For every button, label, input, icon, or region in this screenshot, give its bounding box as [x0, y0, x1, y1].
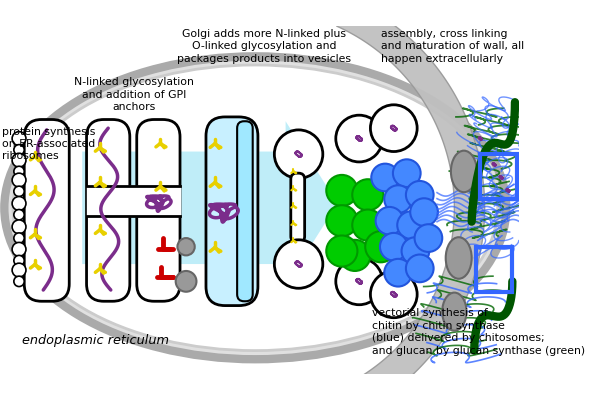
Circle shape	[12, 263, 26, 277]
Circle shape	[12, 154, 26, 168]
Circle shape	[14, 145, 24, 156]
Circle shape	[14, 210, 24, 221]
Circle shape	[410, 199, 438, 227]
Ellipse shape	[4, 57, 506, 359]
Circle shape	[12, 132, 26, 146]
Circle shape	[352, 180, 383, 211]
Circle shape	[370, 105, 417, 152]
Circle shape	[384, 259, 412, 287]
FancyBboxPatch shape	[237, 122, 253, 302]
Polygon shape	[82, 122, 338, 286]
Circle shape	[415, 225, 442, 252]
Circle shape	[376, 207, 403, 235]
Circle shape	[380, 233, 407, 261]
Circle shape	[14, 167, 24, 177]
Circle shape	[397, 212, 425, 239]
Circle shape	[14, 276, 24, 287]
Circle shape	[274, 131, 323, 179]
Circle shape	[12, 174, 26, 188]
Circle shape	[274, 240, 323, 289]
Circle shape	[406, 182, 434, 209]
Circle shape	[326, 206, 358, 237]
Circle shape	[326, 236, 358, 267]
Bar	[481, 155, 517, 200]
Circle shape	[352, 210, 383, 241]
Circle shape	[371, 164, 399, 192]
Text: vectorial synthesis of
chitin by chitin synthase
(blue) delivered by chitosomes;: vectorial synthesis of chitin by chitin …	[372, 308, 585, 354]
Circle shape	[393, 160, 421, 188]
FancyBboxPatch shape	[206, 117, 258, 306]
Text: protein synthesis
on ER-associated
ribosomes: protein synthesis on ER-associated ribos…	[2, 126, 95, 161]
Bar	[86, 187, 180, 217]
Circle shape	[406, 255, 434, 283]
Circle shape	[326, 176, 358, 207]
Circle shape	[365, 232, 397, 263]
Circle shape	[12, 243, 26, 257]
Circle shape	[339, 240, 370, 271]
Circle shape	[370, 271, 417, 318]
Circle shape	[384, 186, 412, 213]
FancyBboxPatch shape	[291, 174, 305, 243]
Polygon shape	[337, 0, 485, 401]
Circle shape	[176, 271, 196, 292]
Circle shape	[12, 197, 26, 211]
Circle shape	[178, 239, 195, 256]
Ellipse shape	[451, 151, 477, 193]
Ellipse shape	[13, 66, 497, 351]
Circle shape	[336, 116, 383, 162]
Circle shape	[336, 258, 383, 305]
FancyBboxPatch shape	[86, 120, 130, 302]
Ellipse shape	[442, 293, 466, 331]
Ellipse shape	[446, 238, 472, 279]
Circle shape	[401, 238, 429, 265]
Circle shape	[14, 256, 24, 266]
Text: N-linked glycosylation
and addition of GPI
anchors: N-linked glycosylation and addition of G…	[74, 77, 194, 112]
Circle shape	[14, 187, 24, 197]
Circle shape	[14, 233, 24, 244]
FancyBboxPatch shape	[24, 120, 69, 302]
Bar	[476, 247, 512, 292]
Circle shape	[12, 221, 26, 234]
Text: endoplasmic reticulum: endoplasmic reticulum	[22, 334, 169, 346]
Text: assembly, cross linking
and maturation of wall, all
happen extracellularly: assembly, cross linking and maturation o…	[381, 29, 524, 63]
Text: Golgi adds more N-linked plus
O-linked glycosylation and
packages products into : Golgi adds more N-linked plus O-linked g…	[177, 29, 351, 63]
FancyBboxPatch shape	[137, 120, 180, 302]
